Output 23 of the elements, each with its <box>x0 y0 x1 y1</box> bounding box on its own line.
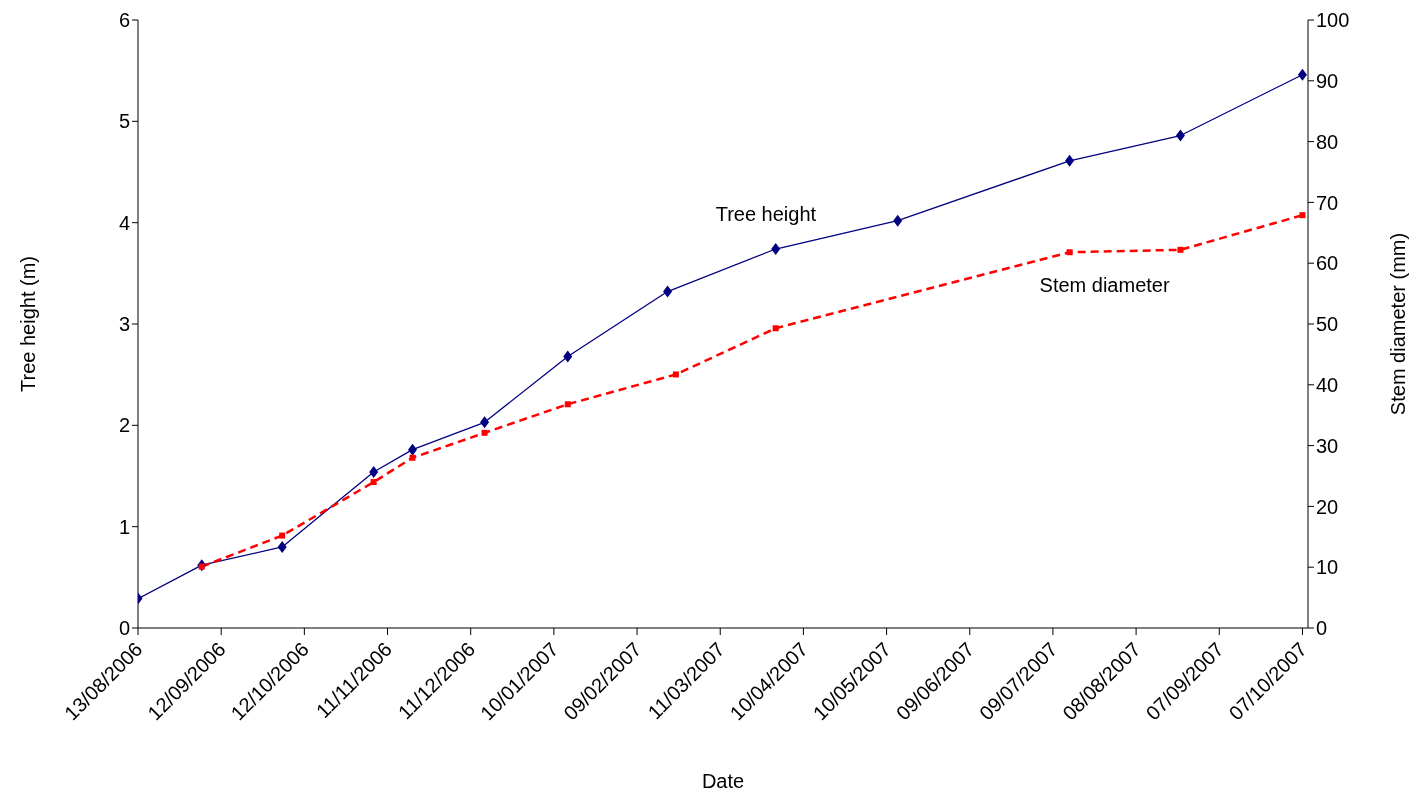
y-tick-label: 5 <box>118 110 130 133</box>
y2-axis-title: Stem diameter (mm) <box>1387 232 1410 416</box>
y-tick-label: 4 <box>118 211 130 234</box>
y-tick-label: 3 <box>118 313 130 336</box>
x-axis-title: Date <box>701 770 745 792</box>
y-tick-label: 0 <box>118 617 130 640</box>
y2-tick-label: 50 <box>1316 313 1339 336</box>
y-tick-label: 2 <box>118 414 130 437</box>
series-label: Stem diameter <box>1039 274 1170 297</box>
y2-tick-label: 80 <box>1316 130 1339 153</box>
series-label: Tree height <box>715 203 817 226</box>
y2-tick-label: 90 <box>1316 69 1339 92</box>
y2-tick-label: 20 <box>1316 495 1339 518</box>
y-axis-title: Tree height (m) <box>17 256 40 392</box>
y2-tick-label: 0 <box>1316 617 1328 640</box>
y2-tick-label: 30 <box>1316 434 1339 457</box>
y-tick-label: 1 <box>118 515 130 538</box>
y2-tick-label: 40 <box>1316 373 1339 396</box>
y2-tick-label: 10 <box>1316 556 1339 579</box>
y2-tick-label: 70 <box>1316 191 1339 214</box>
y2-tick-label: 100 <box>1316 9 1350 32</box>
y-tick-label: 6 <box>118 9 130 32</box>
y2-tick-label: 60 <box>1316 252 1339 275</box>
